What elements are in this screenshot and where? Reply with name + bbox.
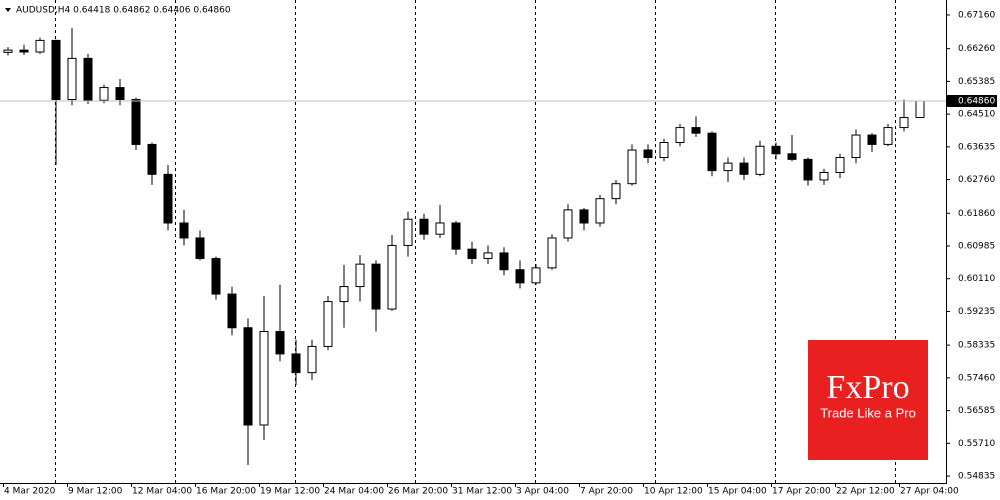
candle-body bbox=[515, 269, 525, 284]
x-tick-label: 22 Apr 12:00 bbox=[836, 487, 895, 497]
candle-body bbox=[595, 198, 605, 224]
x-tick-label: 17 Apr 20:00 bbox=[772, 487, 831, 497]
x-tick-label: 26 Mar 20:00 bbox=[388, 487, 448, 497]
chart-title: AUDUSD,H4 0.64418 0.64862 0.64406 0.6486… bbox=[16, 6, 231, 16]
candle-body bbox=[35, 39, 45, 53]
last-price-box bbox=[947, 95, 997, 108]
y-tick-label: 0.65385 bbox=[958, 77, 995, 87]
candle-body bbox=[883, 127, 893, 145]
y-tick-label: 0.66260 bbox=[958, 44, 995, 54]
candle-body bbox=[627, 149, 637, 185]
candle-body bbox=[803, 158, 813, 181]
candle-body bbox=[739, 162, 749, 175]
y-tick-label: 0.56585 bbox=[958, 406, 995, 416]
x-tick-label: 7 Apr 20:00 bbox=[580, 487, 633, 497]
y-tick-label: 0.55710 bbox=[958, 439, 995, 449]
candle-body bbox=[563, 209, 573, 239]
candle-body bbox=[291, 353, 301, 374]
y-tick-label: 0.60110 bbox=[958, 274, 995, 284]
candle-body bbox=[339, 286, 349, 303]
candle-body bbox=[579, 209, 589, 224]
candle-body bbox=[723, 162, 733, 172]
candle-body bbox=[19, 49, 29, 53]
x-tick-label: 19 Mar 12:00 bbox=[260, 487, 320, 497]
x-tick-label: 10 Apr 12:00 bbox=[644, 487, 703, 497]
candle-body bbox=[275, 330, 285, 355]
candle-body bbox=[83, 57, 93, 101]
candle-body bbox=[755, 145, 765, 175]
x-tick-label: 16 Mar 20:00 bbox=[196, 487, 256, 497]
y-tick-label: 0.64510 bbox=[958, 110, 995, 120]
x-tick-label: 3 Apr 04:00 bbox=[516, 487, 569, 497]
candle-body bbox=[227, 293, 237, 329]
y-tick-label: 0.61860 bbox=[958, 209, 995, 219]
x-tick-label: 4 Mar 2020 bbox=[4, 487, 56, 497]
x-tick-label: 12 Mar 04:00 bbox=[132, 487, 192, 497]
x-tick-label: 27 Apr 04:00 bbox=[900, 487, 959, 497]
candle-body bbox=[131, 99, 141, 145]
watermark-brand: FxPro bbox=[826, 369, 909, 406]
candle-body bbox=[851, 134, 861, 159]
candle-body bbox=[307, 345, 317, 374]
x-tick-label: 9 Mar 12:00 bbox=[68, 487, 123, 497]
candle-body bbox=[403, 218, 413, 246]
candle-body bbox=[99, 87, 109, 101]
candle-body bbox=[531, 267, 541, 284]
candle-body bbox=[371, 263, 381, 310]
candle-body bbox=[611, 183, 621, 200]
candle-body bbox=[867, 134, 877, 145]
y-tick-label: 0.62760 bbox=[958, 175, 995, 185]
y-tick-label: 0.60985 bbox=[958, 241, 995, 251]
y-tick-label: 0.57460 bbox=[958, 373, 995, 383]
candle-body bbox=[323, 301, 333, 347]
x-tick-label: 31 Mar 12:00 bbox=[452, 487, 512, 497]
candle-body bbox=[819, 171, 829, 181]
candle-body bbox=[771, 145, 781, 155]
x-tick-label: 24 Mar 04:00 bbox=[324, 487, 384, 497]
y-tick-label: 0.58335 bbox=[958, 341, 995, 351]
candle-body bbox=[499, 252, 509, 271]
candle-body bbox=[483, 252, 493, 260]
candle-body bbox=[115, 87, 125, 101]
candle-body bbox=[243, 327, 253, 426]
y-tick-label: 0.59235 bbox=[958, 307, 995, 317]
watermark-tagline: Trade Like a Pro bbox=[820, 405, 916, 420]
candle-body bbox=[211, 258, 221, 295]
candle-body bbox=[51, 39, 61, 101]
candle-body bbox=[355, 263, 365, 288]
candle-body bbox=[915, 100, 925, 119]
candle-body bbox=[3, 49, 13, 53]
candle-body bbox=[67, 57, 77, 101]
candle-body bbox=[787, 153, 797, 160]
candle-body bbox=[259, 330, 269, 426]
candle-body bbox=[435, 222, 445, 235]
candle-body bbox=[451, 222, 461, 250]
y-tick-label: 0.63635 bbox=[958, 142, 995, 152]
candle-body bbox=[387, 244, 397, 310]
x-tick-label: 15 Apr 04:00 bbox=[708, 487, 767, 497]
candle-body bbox=[675, 127, 685, 144]
candle-body bbox=[835, 157, 845, 173]
candle-body bbox=[643, 149, 653, 159]
candle-body bbox=[707, 132, 717, 172]
candle-body bbox=[147, 143, 157, 175]
candle-body bbox=[547, 237, 557, 269]
y-tick-label: 0.67160 bbox=[958, 10, 995, 20]
candle-body bbox=[467, 248, 477, 260]
menu-triangle[interactable] bbox=[5, 8, 11, 12]
watermark-box bbox=[808, 340, 928, 460]
candle-body bbox=[419, 218, 429, 235]
candle-body bbox=[691, 127, 701, 134]
candle-body bbox=[163, 173, 173, 224]
candle-body bbox=[195, 237, 205, 260]
candle-body bbox=[659, 142, 669, 159]
candle-body bbox=[179, 222, 189, 239]
y-tick-label: 0.54835 bbox=[958, 472, 995, 482]
candle-body bbox=[899, 116, 909, 129]
last-price-label: 0.64860 bbox=[958, 97, 995, 107]
